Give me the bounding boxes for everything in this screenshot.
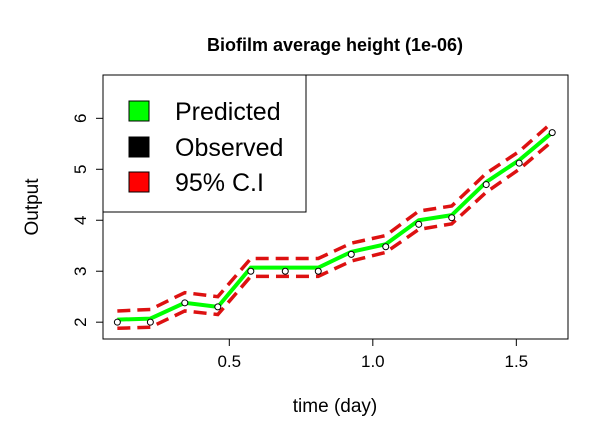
legend-label-ci: 95% C.I (175, 169, 264, 197)
observed-point (281, 267, 289, 275)
observed-point (181, 299, 189, 307)
observed-point (314, 267, 322, 275)
predicted-line (117, 131, 554, 322)
legend-swatch-ci (128, 171, 150, 193)
observed-point (482, 181, 490, 189)
observed-point (113, 318, 121, 326)
y-axis-label: Output (22, 178, 43, 236)
y-tick-label: 3 (71, 266, 90, 275)
observed-point (548, 129, 556, 137)
x-tick-label: 0.5 (217, 352, 241, 371)
x-tick-label: 1.5 (505, 352, 529, 371)
legend: Predicted Observed 95% C.I (102, 74, 307, 213)
y-tick-label: 6 (71, 114, 90, 123)
y-tick-label: 5 (71, 165, 90, 174)
series-layer (113, 121, 556, 331)
observed-point (347, 250, 355, 258)
legend-swatch-observed (128, 136, 150, 158)
observed-point (515, 159, 523, 167)
observed-point (214, 303, 222, 311)
observed-point (415, 220, 423, 228)
x-tick-label: 1.0 (361, 352, 385, 371)
legend-label-observed: Observed (175, 134, 283, 162)
y-tick-label: 2 (71, 317, 90, 326)
legend-swatch-predicted (128, 100, 150, 122)
chart-title: Biofilm average height (1e-06) (207, 35, 463, 55)
ci-upper-line (117, 121, 554, 313)
observed-point (448, 214, 456, 222)
y-tick-label: 4 (71, 216, 90, 225)
observed-point (146, 318, 154, 326)
axes-layer: 0.5 1.0 1.5 2 3 4 5 6 (71, 114, 528, 371)
ci-lower-line (117, 139, 554, 331)
observed-point (382, 243, 390, 251)
observed-point (247, 267, 255, 275)
legend-label-predicted: Predicted (175, 98, 281, 126)
x-axis-label: time (day) (293, 396, 377, 417)
